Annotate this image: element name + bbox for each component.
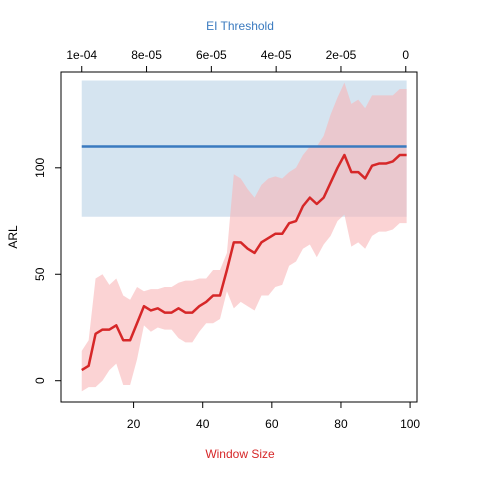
top-tick-label: 0 [402,48,409,62]
x-tick-label: 80 [334,417,348,431]
top-tick-label: 6e-05 [196,48,227,62]
top-tick-label: 4e-05 [261,48,292,62]
top-axis-title: EI Threshold [206,19,274,33]
y-tick-label: 50 [33,267,47,281]
top-tick-label: 2e-05 [326,48,357,62]
lines-layer [81,145,407,372]
top-tick-label: 1e-04 [66,48,97,62]
x-tick-label: 100 [400,417,420,431]
window-size-band [81,82,407,392]
y-tick-label: 100 [33,157,47,177]
x-tick-label: 60 [265,417,279,431]
y-axis-title: ARL [6,225,20,249]
top-tick-label: 8e-05 [131,48,162,62]
y-tick-label: 0 [33,377,47,384]
x-axis-title: Window Size [205,447,275,461]
x-tick-label: 40 [196,417,210,431]
window-size-line [81,153,407,372]
bands-layer [81,80,407,392]
axes-layer: 20 40 60 80 100 0 50 100 1e-04 8e-05 6e-05 4e-05 2e-… [33,48,420,431]
x-tick-label: 20 [127,417,141,431]
